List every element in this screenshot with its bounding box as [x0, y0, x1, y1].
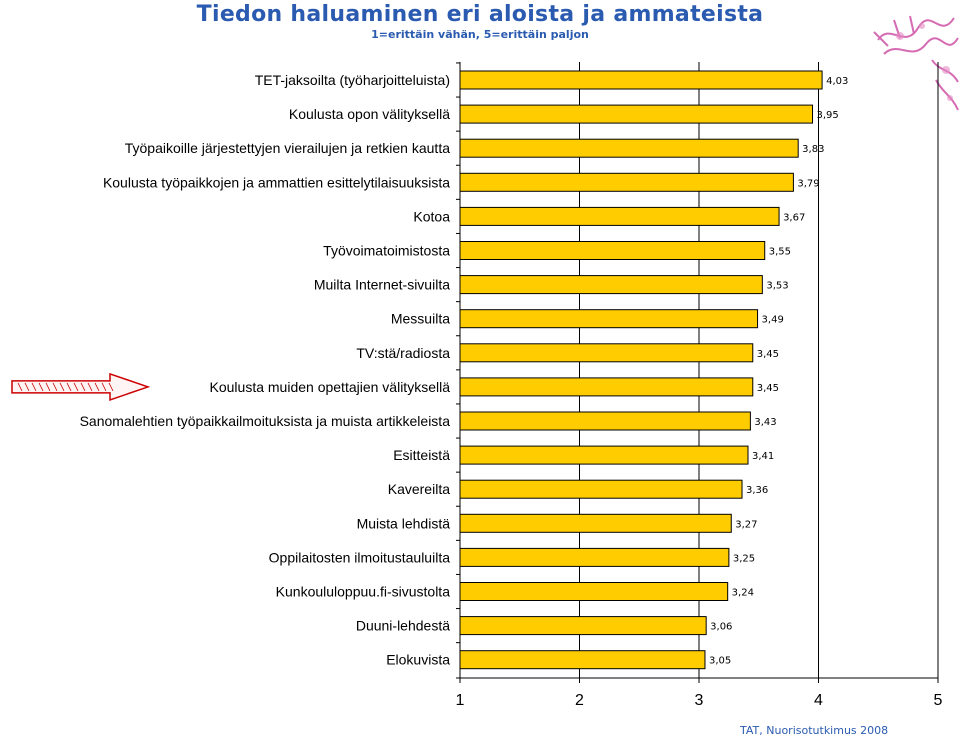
value-label: 3,25 — [733, 553, 755, 564]
chart-title: Tiedon haluaminen eri aloista ja ammatei… — [196, 2, 764, 27]
value-label: 3,36 — [746, 485, 768, 496]
category-label: TV:stä/radiosta — [356, 345, 450, 361]
bar — [459, 411, 751, 431]
bar — [459, 616, 707, 636]
arrow-hatch — [59, 382, 65, 392]
bar — [459, 547, 730, 567]
value-label: 3,83 — [802, 144, 824, 155]
value-label: 3,06 — [710, 622, 732, 633]
arrow-hatch — [45, 382, 51, 392]
category-label: Kavereilta — [388, 481, 450, 497]
value-label: 3,67 — [783, 212, 805, 223]
value-label: 3,49 — [762, 315, 784, 326]
category-label: Kunkoululoppuu.fi-sivustolta — [276, 584, 451, 600]
arrow-hatch — [66, 382, 72, 392]
bar — [459, 377, 754, 397]
arrow-hatch — [108, 382, 114, 392]
category-label: Messuilta — [391, 311, 450, 327]
bar — [459, 275, 763, 295]
value-label: 3,53 — [766, 281, 788, 292]
arrow-hatch — [87, 382, 93, 392]
arrow-hatch — [52, 382, 58, 392]
bar — [459, 172, 794, 192]
category-label: Koulusta opon välityksellä — [289, 106, 450, 122]
category-label: Muista lehdistä — [357, 515, 451, 531]
bar — [459, 445, 749, 465]
arrow-hatch — [24, 382, 30, 392]
value-label: 3,27 — [735, 519, 757, 530]
value-label: 3,43 — [754, 417, 776, 428]
bar — [459, 138, 799, 158]
category-label: TET-jaksoilta (työharjoitteluista) — [255, 72, 450, 88]
arrow-hatch — [101, 382, 107, 392]
bar — [459, 206, 780, 226]
x-tick-label: 5 — [934, 692, 943, 709]
bars — [459, 70, 823, 670]
value-label: 4,03 — [826, 76, 848, 87]
arrow-shape — [11, 372, 151, 401]
arrow-hatch — [94, 382, 100, 392]
bar — [459, 70, 823, 90]
category-label: Muilta Internet-sivuilta — [314, 277, 450, 293]
grid-lines — [579, 62, 939, 678]
category-label: Työvoimatoimistosta — [323, 243, 450, 259]
category-label: Kotoa — [413, 208, 450, 224]
category-label: Koulusta työpaikkojen ja ammattien esitt… — [103, 174, 450, 190]
bar — [459, 479, 743, 499]
category-label: Duuni-lehdestä — [356, 618, 450, 634]
bar — [459, 650, 706, 670]
bar — [459, 241, 766, 260]
value-label: 3,41 — [752, 451, 774, 462]
red-outline-arrow-icon — [11, 372, 151, 401]
x-tick-label: 2 — [575, 692, 584, 709]
bar — [459, 513, 732, 533]
bar — [459, 582, 729, 601]
bar — [459, 343, 754, 363]
x-tick-label: 4 — [814, 692, 823, 709]
value-label: 3,95 — [817, 110, 839, 121]
bar — [459, 309, 759, 329]
category-label: Koulusta muiden opettajien välityksellä — [210, 379, 451, 395]
arrow-hatch — [38, 382, 44, 392]
value-label: 3,55 — [769, 247, 791, 258]
labels: TET-jaksoilta (työharjoitteluista) 4,03 Ko… — [80, 72, 849, 668]
value-label: 3,79 — [797, 178, 819, 189]
category-label: Elokuvista — [386, 652, 450, 668]
arrow-hatch — [80, 382, 86, 392]
value-label: 3,24 — [732, 588, 754, 599]
value-label: 3,45 — [757, 383, 779, 394]
category-label: Sanomalehtien työpaikkailmoituksista ja … — [80, 413, 451, 429]
arrow-hatch — [73, 382, 79, 392]
x-tick-label: 1 — [456, 692, 465, 709]
category-label: Oppilaitosten ilmoitustauluilta — [269, 549, 451, 565]
category-label: Esitteistä — [393, 447, 450, 463]
pink-corner-art — [873, 15, 959, 111]
arrow-hatch — [17, 382, 23, 392]
bar — [459, 104, 814, 124]
source-note: TAT, Nuorisotutkimus 2008 — [740, 724, 889, 737]
chart-subtitle: 1=erittäin vähän, 5=erittäin paljon — [371, 28, 589, 41]
arrow-hatch — [31, 382, 37, 392]
x-tick-label: 3 — [695, 692, 704, 709]
value-label: 3,05 — [709, 656, 731, 667]
value-label: 3,45 — [757, 349, 779, 360]
category-label: Työpaikoille järjestettyjen vierailujen … — [125, 140, 450, 156]
axes: 1 2 3 4 5 — [456, 62, 943, 709]
